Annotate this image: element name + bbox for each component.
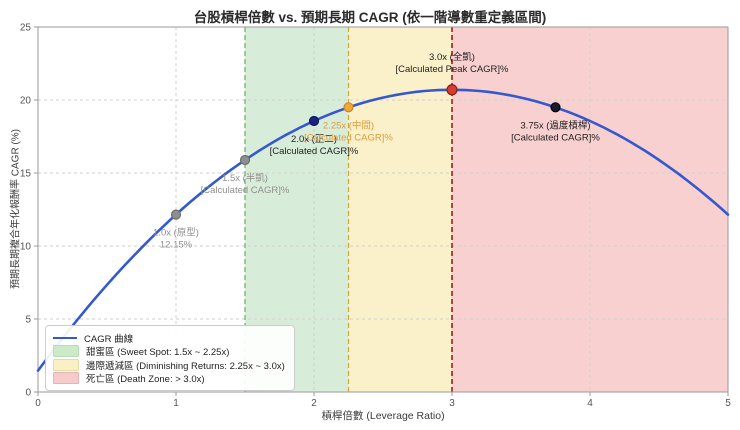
point-label-line2: [Calculated CAGR]%	[511, 132, 600, 143]
x-axis-label: 槓桿倍數 (Leverage Ratio)	[321, 410, 445, 422]
chart-title: 台股槓桿倍數 vs. 預期長期 CAGR (依一階導數重定義區間)	[193, 10, 547, 25]
legend-line-swatch	[53, 336, 77, 339]
legend: CAGR 曲線 甜蜜區 (Sweet Spot: 1.5x ~ 2.25x) 邊…	[45, 325, 295, 391]
legend-item-label: 邊際遞減區 (Diminishing Returns: 2.25x ~ 3.0x…	[86, 360, 285, 372]
legend-patch-swatch-green	[53, 345, 79, 358]
point-label-line1: 2.25x (中間)	[323, 119, 374, 131]
point-label-line1: 3.0x (全凱)	[429, 51, 475, 63]
legend-patch-swatch-red	[53, 372, 79, 385]
curve-point-2x	[308, 115, 320, 127]
y-tick-label: 0	[25, 388, 31, 399]
legend-item-diminishing-returns: 邊際遞減區 (Diminishing Returns: 2.25x ~ 3.0x…	[53, 358, 285, 372]
legend-item-label: 死亡區 (Death Zone: > 3.0x)	[86, 374, 205, 386]
x-tick-label: 4	[587, 398, 593, 409]
point-label-line1: 3.75x (過度槓桿)	[520, 119, 590, 131]
x-tick-label: 1	[173, 398, 179, 409]
curve-point-1x	[170, 209, 182, 220]
legend-item-label: CAGR 曲線	[84, 333, 134, 345]
point-label-line1: 2.0x (正二)	[291, 134, 337, 145]
legend-item-label: 甜蜜區 (Sweet Spot: 1.5x ~ 2.25x)	[86, 347, 230, 359]
point-label-line1: 1.0x (原型)	[153, 228, 199, 239]
cagr-curve-line	[36, 88, 730, 372]
y-tick-label: 20	[20, 96, 32, 107]
legend-patch-swatch-yellow	[53, 358, 79, 371]
legend-item-death-zone: 死亡區 (Death Zone: > 3.0x)	[53, 372, 285, 386]
point-label-line2: 12.15%	[160, 240, 193, 251]
y-tick-label: 15	[20, 169, 32, 180]
y-tick-label: 25	[20, 23, 32, 34]
point-label-line2: [Calculated CAGR]%	[304, 132, 393, 143]
point-label-line2: [Calculated Peak CAGR]%	[396, 64, 510, 75]
curve-point-3.75x	[550, 102, 561, 113]
y-tick-label: 10	[20, 242, 32, 253]
x-tick-label: 2	[311, 398, 317, 409]
y-tick-label: 5	[25, 315, 31, 326]
point-label-line2: [Calculated CAGR]%	[270, 146, 359, 157]
point-label-line2: [Calculated CAGR]%	[201, 185, 290, 196]
x-tick-label: 3	[449, 398, 455, 409]
curve-point-1.5x	[239, 154, 251, 166]
point-label-line1: 1.5x (半凱)	[222, 172, 268, 184]
x-tick-label: 5	[725, 398, 731, 409]
curve-point-3x	[446, 84, 458, 96]
legend-item-sweet-spot: 甜蜜區 (Sweet Spot: 1.5x ~ 2.25x)	[53, 345, 285, 359]
plot-border	[37, 26, 729, 393]
curve-point-2.25x	[343, 102, 354, 113]
region-diminishing-returns	[348, 27, 452, 392]
x-tick-label: 0	[35, 398, 41, 409]
legend-item-cagr-curve: CAGR 曲線	[53, 331, 285, 345]
